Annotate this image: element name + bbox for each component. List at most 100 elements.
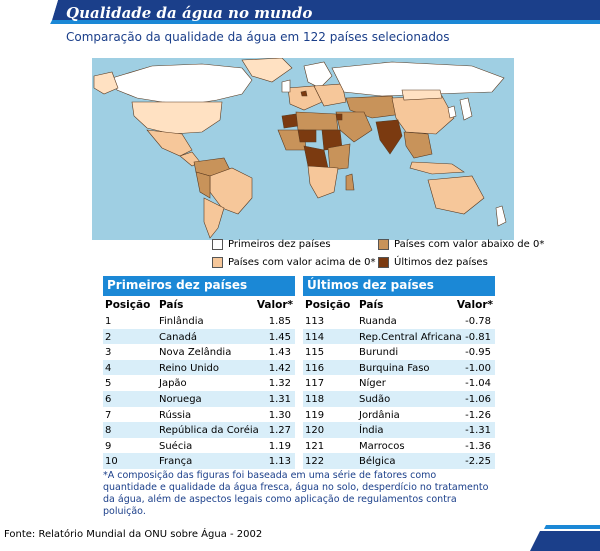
legend-swatch-top-ten bbox=[212, 239, 223, 250]
table-row: 120 Índia -1.31 bbox=[303, 422, 495, 438]
header-bar: Qualidade da água no mundo bbox=[0, 0, 600, 26]
footnote: *A composição das figuras foi baseada em… bbox=[103, 470, 489, 517]
table-row: 116 Burquina Faso -1.00 bbox=[303, 359, 495, 376]
cell-rank: 10 bbox=[105, 456, 118, 468]
bottom-ten-table-title: Últimos dez países bbox=[303, 276, 495, 296]
cell-value: 1.30 bbox=[268, 409, 291, 421]
source-credit: Fonte: Relatório Mundial da ONU sobre Ág… bbox=[4, 529, 263, 540]
world-map-drawing bbox=[93, 57, 507, 239]
korea bbox=[447, 105, 457, 119]
cell-value: -0.78 bbox=[465, 316, 491, 327]
table-row: 114 Rep.Central Africana -0.81 bbox=[303, 328, 495, 345]
cell-value: -0.81 bbox=[465, 331, 491, 343]
cell-rank: 6 bbox=[105, 393, 112, 405]
table-row: 7 Rússia 1.30 bbox=[103, 407, 295, 423]
greenland bbox=[241, 57, 293, 83]
table-row: 6 Noruega 1.31 bbox=[103, 390, 295, 407]
cell-country: República da Coréia bbox=[159, 425, 259, 437]
cell-rank: 115 bbox=[305, 347, 325, 359]
cell-rank: 9 bbox=[105, 440, 112, 452]
table-row: 121 Marrocos -1.36 bbox=[303, 438, 495, 454]
australia bbox=[427, 175, 485, 215]
top-ten-table: Primeiros dez países Posição País Valor*… bbox=[103, 276, 295, 469]
cell-country: Japão bbox=[159, 378, 187, 390]
cell-value: 1.45 bbox=[268, 331, 291, 343]
table-row: 5 Japão 1.32 bbox=[103, 375, 295, 391]
cell-rank: 117 bbox=[305, 378, 325, 390]
cell-rank: 120 bbox=[305, 425, 325, 437]
usa bbox=[131, 101, 223, 135]
header-country: País bbox=[159, 299, 184, 311]
header-background bbox=[0, 0, 600, 24]
header-country: País bbox=[359, 299, 384, 311]
cell-rank: 118 bbox=[305, 393, 325, 405]
cell-rank: 114 bbox=[305, 331, 325, 343]
cell-country: Níger bbox=[359, 378, 386, 390]
canada bbox=[111, 63, 253, 105]
cell-value: -1.04 bbox=[465, 378, 491, 390]
cell-country: Reino Unido bbox=[159, 362, 219, 374]
belgium bbox=[300, 90, 308, 97]
table-row: 117 Níger -1.04 bbox=[303, 375, 495, 391]
cell-rank: 1 bbox=[105, 316, 112, 327]
mexico bbox=[146, 129, 193, 157]
cell-value: -0.95 bbox=[465, 347, 491, 359]
cell-country: Bélgica bbox=[359, 456, 396, 468]
southern-africa bbox=[307, 165, 339, 199]
madagascar bbox=[345, 173, 355, 191]
cell-country: Sudão bbox=[359, 393, 391, 405]
legend-swatch-bottom-ten bbox=[378, 257, 389, 268]
cell-rank: 119 bbox=[305, 409, 325, 421]
cell-country: Ruanda bbox=[359, 316, 397, 327]
cell-rank: 5 bbox=[105, 378, 112, 390]
cell-country: Finlândia bbox=[159, 316, 204, 327]
legend-label-below-zero: Países com valor abaixo de 0* bbox=[394, 239, 545, 250]
southeast-asia bbox=[403, 131, 433, 159]
alaska bbox=[93, 71, 119, 95]
table-row: 2 Canadá 1.45 bbox=[103, 328, 295, 345]
cell-country: Noruega bbox=[159, 393, 202, 405]
cell-country: França bbox=[159, 456, 193, 468]
cell-value: -1.06 bbox=[465, 393, 491, 405]
china bbox=[391, 95, 455, 135]
cell-value: -2.25 bbox=[465, 456, 491, 468]
cell-rank: 121 bbox=[305, 440, 325, 452]
cell-country: Rep.Central Africana bbox=[359, 331, 462, 343]
cell-country: Rússia bbox=[159, 409, 192, 421]
table-row: 119 Jordânia -1.26 bbox=[303, 407, 495, 423]
legend-label-top-ten: Primeiros dez países bbox=[228, 239, 331, 250]
cell-rank: 122 bbox=[305, 456, 325, 468]
cell-value: -1.00 bbox=[465, 362, 491, 374]
japan bbox=[459, 97, 473, 121]
cell-value: 1.43 bbox=[268, 347, 291, 359]
header-rank: Posição bbox=[105, 299, 151, 311]
table-row: 3 Nova Zelândia 1.43 bbox=[103, 344, 295, 360]
table-row: 122 Bélgica -2.25 bbox=[303, 453, 495, 469]
cell-country: Marrocos bbox=[359, 440, 405, 452]
header-value: Valor* bbox=[256, 299, 293, 311]
cell-rank: 2 bbox=[105, 331, 112, 343]
table-row: 8 República da Coréia 1.27 bbox=[103, 422, 295, 438]
indonesia bbox=[409, 161, 465, 175]
india bbox=[375, 119, 403, 155]
eastern-europe bbox=[313, 83, 347, 107]
new-zealand bbox=[495, 205, 507, 227]
legend-label-bottom-ten: Últimos dez países bbox=[394, 257, 488, 268]
cell-rank: 7 bbox=[105, 409, 112, 421]
cell-country: Canadá bbox=[159, 331, 198, 343]
header-rank: Posição bbox=[305, 299, 351, 311]
western-europe bbox=[287, 85, 323, 111]
legend-swatch-below-zero bbox=[378, 239, 389, 250]
table-row: 118 Sudão -1.06 bbox=[303, 390, 495, 407]
top-ten-table-header: Posição País Valor* bbox=[103, 296, 295, 313]
peru-bolivia bbox=[195, 171, 211, 199]
russia bbox=[331, 61, 505, 97]
bottom-ten-table: Últimos dez países Posição País Valor* 1… bbox=[303, 276, 495, 469]
cell-value: 1.85 bbox=[268, 316, 291, 327]
uk bbox=[281, 79, 291, 93]
footer-decoration bbox=[530, 525, 600, 551]
cell-value: 1.19 bbox=[268, 440, 291, 452]
argentina-chile bbox=[203, 197, 225, 239]
cell-rank: 8 bbox=[105, 425, 112, 437]
mongolia bbox=[401, 89, 443, 101]
